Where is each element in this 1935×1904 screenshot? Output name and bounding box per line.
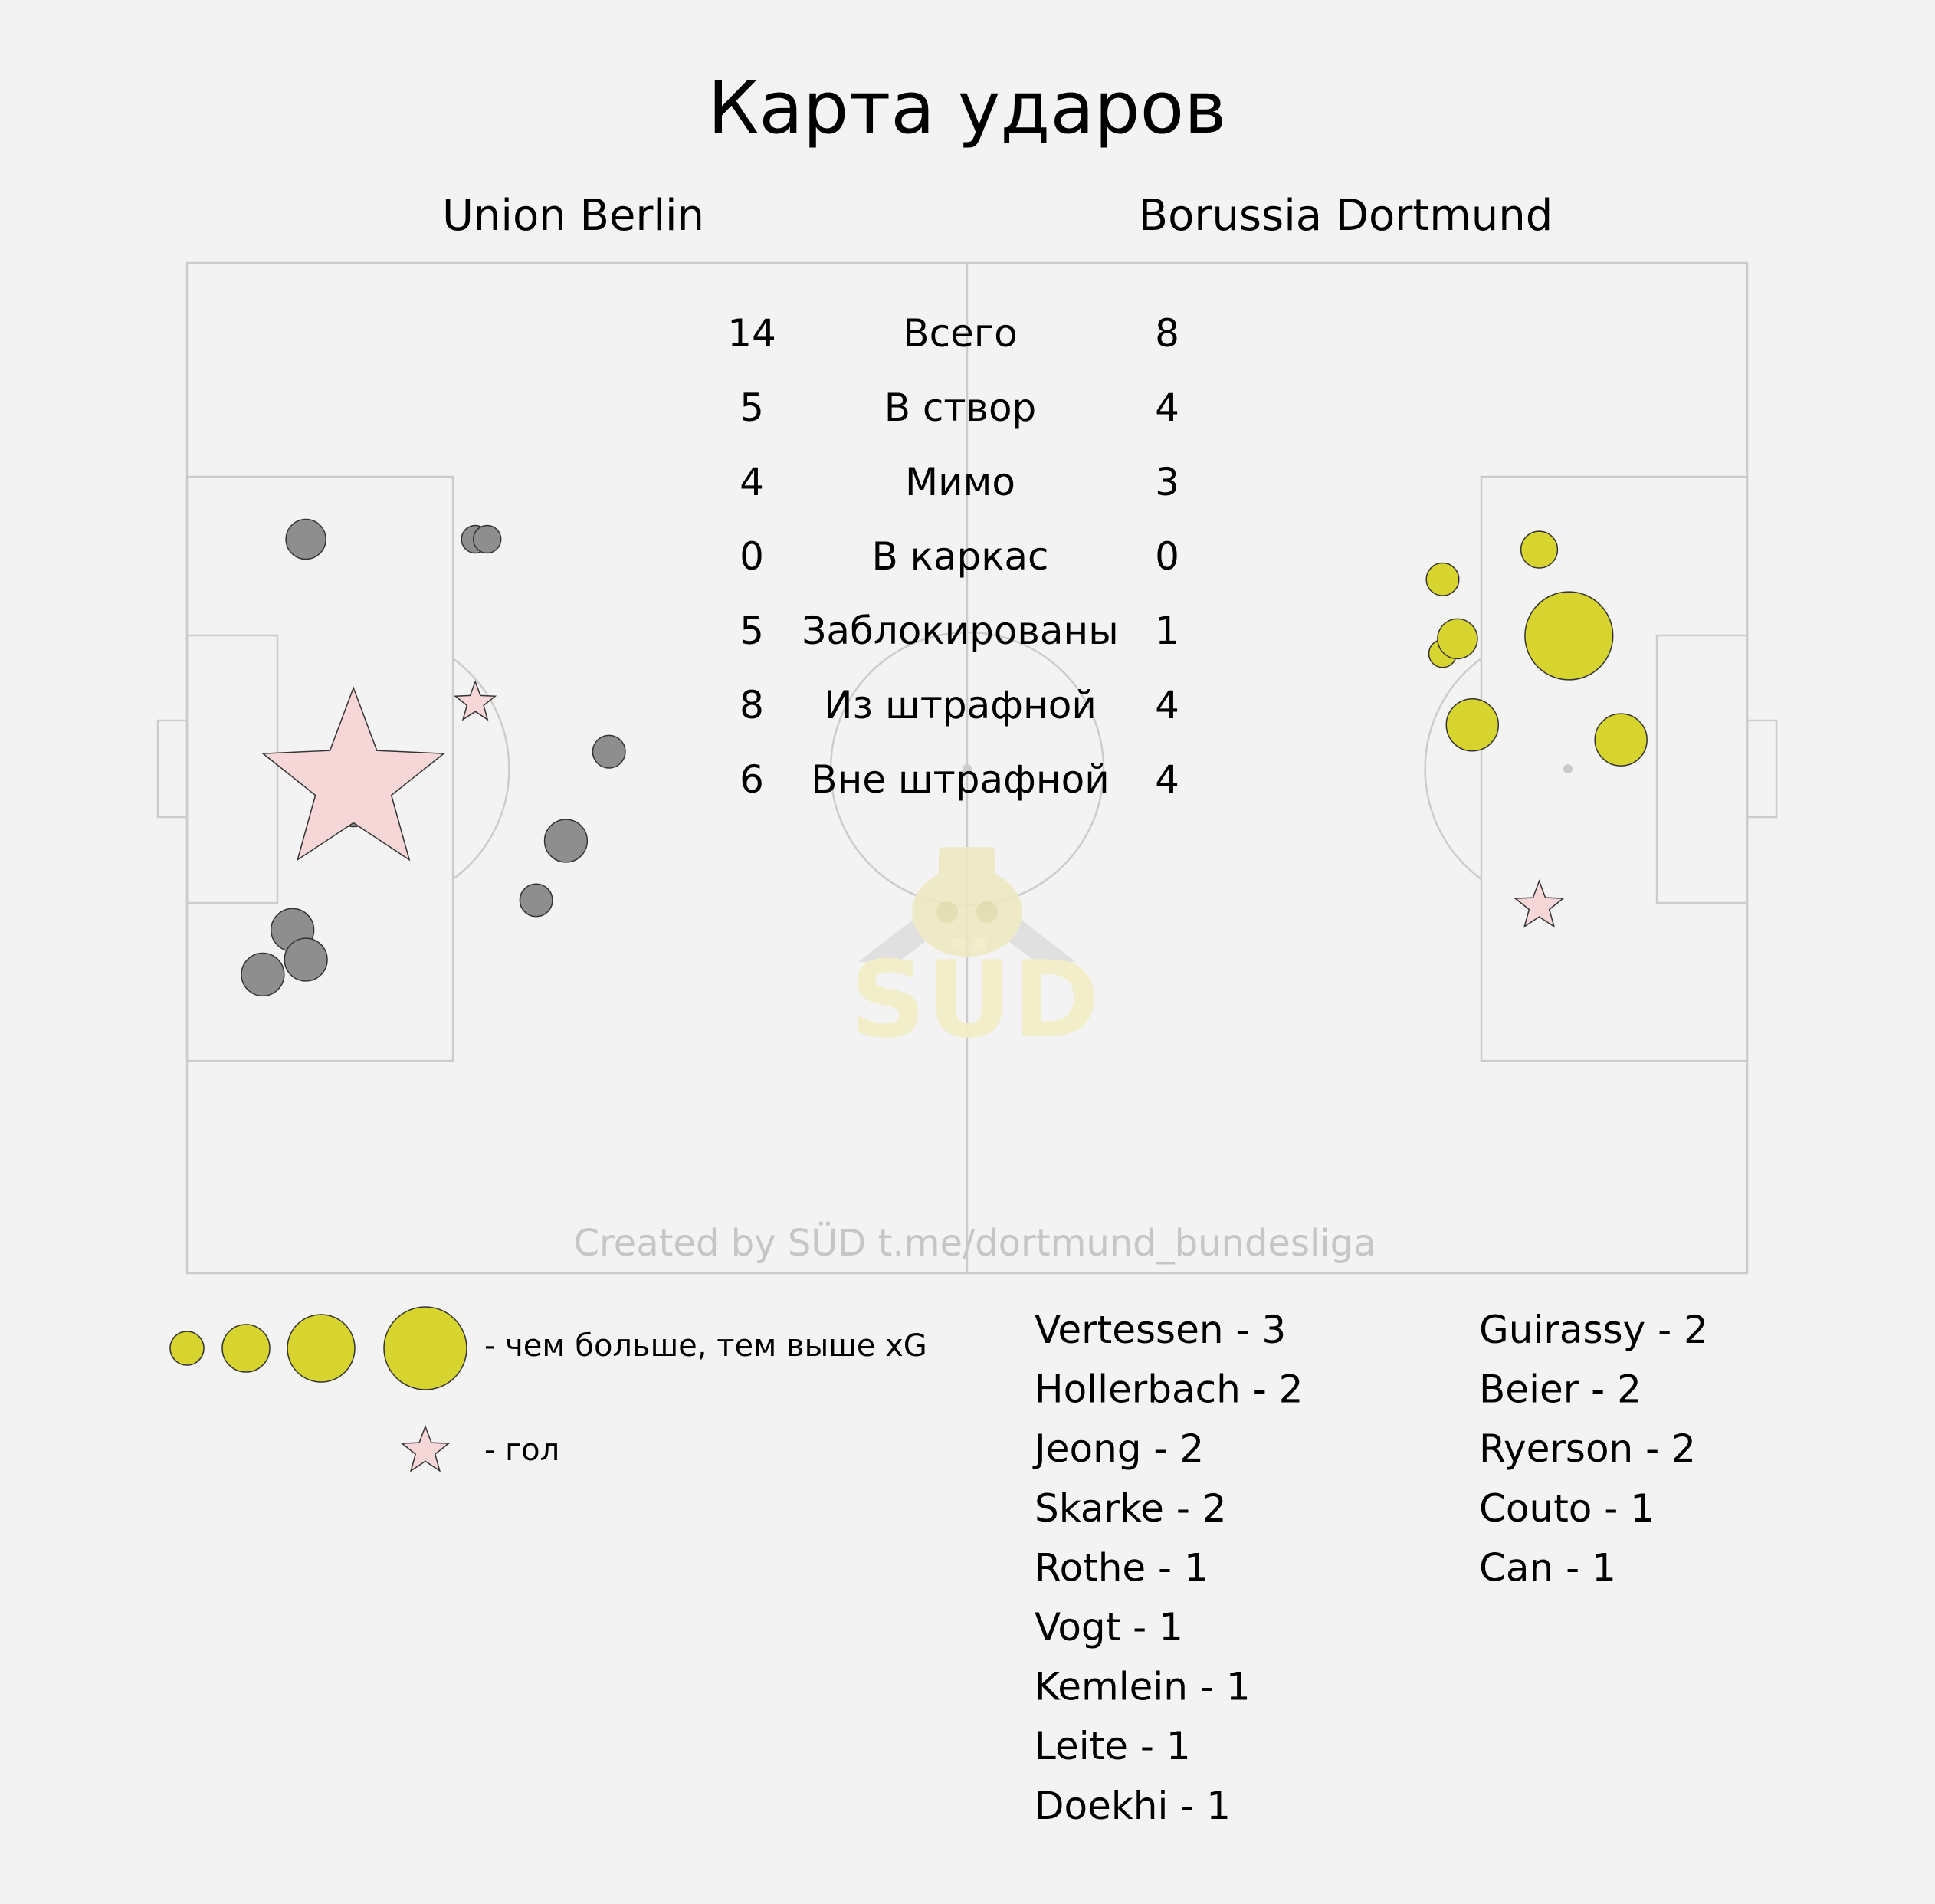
stat-label: В каркас bbox=[871, 534, 1048, 579]
watermark-logo-eye-right bbox=[976, 901, 998, 923]
stat-home-value: 8 bbox=[740, 683, 764, 727]
watermark-logo-face bbox=[912, 868, 1022, 957]
shot-marker bbox=[1524, 591, 1614, 681]
shot-marker bbox=[284, 937, 328, 982]
stat-away-value: 1 bbox=[1155, 609, 1179, 653]
right-goal-area bbox=[1655, 634, 1749, 904]
player-shot-count: Vogt - 1 bbox=[1035, 1605, 1183, 1650]
legend: - чем больше, тем выше xG - гол bbox=[169, 1306, 927, 1472]
home-player-list: Vertessen - 3 Hollerbach - 2 Jeong - 2 Skar… bbox=[1032, 1308, 1304, 1828]
right-penalty-spot bbox=[1563, 764, 1573, 773]
legend-goal-text: - гол bbox=[484, 1433, 559, 1468]
stat-home-value: 4 bbox=[740, 460, 764, 504]
watermark-logo-eye-left bbox=[936, 901, 958, 923]
watermark-logo-text: SÜD bbox=[850, 938, 1100, 1062]
shot-marker bbox=[241, 952, 285, 997]
pitch bbox=[156, 261, 1778, 1275]
stat-label: Всего bbox=[903, 311, 1017, 356]
stat-home-value: 5 bbox=[740, 609, 764, 653]
stat-home-value: 0 bbox=[740, 534, 764, 579]
shot-marker bbox=[543, 819, 589, 863]
right-penalty-area bbox=[1480, 475, 1749, 1062]
stat-label: Мимо bbox=[905, 460, 1015, 504]
stat-away-value: 0 bbox=[1155, 534, 1179, 579]
stat-home-value: 5 bbox=[740, 386, 764, 430]
goal-star-marker bbox=[1514, 879, 1565, 928]
right-goal bbox=[1746, 719, 1778, 819]
player-shot-count: Skarke - 2 bbox=[1035, 1486, 1227, 1531]
player-shot-count: Jeong - 2 bbox=[1032, 1426, 1204, 1471]
stat-away-value: 4 bbox=[1155, 683, 1179, 727]
shot-marker bbox=[1445, 698, 1500, 752]
credit-text: Created by SÜD t.me/dortmund_bundesliga bbox=[573, 1222, 1376, 1265]
player-shot-count: Beier - 2 bbox=[1479, 1367, 1641, 1412]
stat-away-value: 3 bbox=[1155, 460, 1179, 504]
shot-marker bbox=[285, 518, 326, 560]
shots-layer bbox=[241, 518, 1648, 997]
stat-away-value: 8 bbox=[1155, 311, 1179, 356]
player-shot-count: Rothe - 1 bbox=[1035, 1545, 1209, 1590]
right-penalty-arc bbox=[1424, 657, 1482, 881]
shot-marker bbox=[1594, 713, 1648, 767]
legend-size-text: - чем больше, тем выше xG bbox=[484, 1328, 927, 1364]
left-goal bbox=[156, 719, 189, 819]
legend-xg-circle-3 bbox=[287, 1314, 356, 1383]
stat-away-value: 4 bbox=[1155, 757, 1179, 802]
stat-home-value: 14 bbox=[727, 311, 776, 356]
legend-xg-circle-4 bbox=[383, 1306, 467, 1390]
player-shot-count: Kemlein - 1 bbox=[1035, 1665, 1251, 1709]
shot-marker bbox=[1437, 618, 1478, 660]
stat-away-value: 4 bbox=[1155, 386, 1179, 430]
left-penalty-arc bbox=[452, 657, 510, 881]
legend-goal-star bbox=[400, 1424, 451, 1472]
left-goal-area bbox=[185, 634, 279, 904]
home-team-name: Union Berlin bbox=[442, 191, 704, 241]
player-shot-count: Doekhi - 1 bbox=[1035, 1784, 1231, 1828]
stat-label: Вне штрафной bbox=[811, 757, 1109, 802]
player-shot-count: Vertessen - 3 bbox=[1035, 1308, 1286, 1352]
center-spot bbox=[963, 764, 972, 773]
stats-table: 14 Всего 85 В створ 44 Мимо 30 В каркас 05 Заблок… bbox=[727, 311, 1179, 802]
shot-marker bbox=[1425, 562, 1460, 596]
player-shot-count: Couto - 1 bbox=[1479, 1486, 1655, 1531]
player-shot-count: Hollerbach - 2 bbox=[1035, 1367, 1304, 1412]
stat-label: Из штрафной bbox=[824, 683, 1097, 727]
watermark-logo-banner bbox=[858, 878, 1076, 962]
shot-marker bbox=[592, 734, 626, 769]
goal-star-marker bbox=[454, 680, 497, 721]
away-player-list: Guirassy - 2 Beier - 2 Ryerson - 2 Couto - … bbox=[1479, 1308, 1708, 1590]
player-shot-count: Can - 1 bbox=[1479, 1545, 1616, 1590]
shot-marker bbox=[472, 524, 502, 554]
shot-marker bbox=[519, 883, 553, 918]
stat-label: В створ bbox=[884, 386, 1037, 430]
away-team-name: Borussia Dortmund bbox=[1139, 191, 1553, 241]
legend-xg-circle-1 bbox=[169, 1331, 205, 1366]
stat-label: Заблокированы bbox=[802, 609, 1118, 653]
goal-star-marker bbox=[261, 686, 446, 862]
shot-marker bbox=[1520, 530, 1559, 569]
chart-title: Карта ударов bbox=[707, 67, 1226, 150]
stat-home-value: 6 bbox=[740, 757, 764, 802]
watermark-logo: SÜD bbox=[850, 847, 1100, 1062]
player-shot-count: Leite - 1 bbox=[1035, 1724, 1191, 1768]
player-shot-count: Ryerson - 2 bbox=[1479, 1426, 1696, 1471]
legend-xg-circle-2 bbox=[221, 1324, 271, 1373]
player-shot-count: Guirassy - 2 bbox=[1479, 1308, 1708, 1352]
